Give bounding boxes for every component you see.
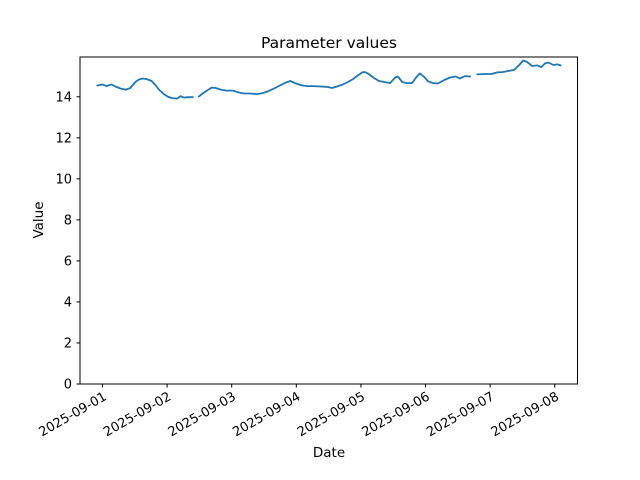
chart-title: Parameter values [261,34,397,52]
x-tick-label: 2025-09-01 [37,389,110,440]
x-tick-label: 2025-09-07 [424,389,497,440]
parameter-value-line [476,59,562,76]
y-tick-label: 8 [64,213,72,228]
x-tick-label: 2025-09-05 [295,389,368,440]
y-tick-label: 12 [55,131,72,146]
axes-spines [79,56,578,385]
y-tick-label: 10 [55,172,72,187]
y-tick-label: 6 [64,254,72,269]
x-tick-label: 2025-09-02 [101,389,174,440]
x-tick-label: 2025-09-04 [230,389,303,440]
y-tick-label: 4 [64,295,72,310]
parameter-value-line [96,77,194,100]
parameter-value-line [197,71,472,98]
x-tick-label: 2025-09-08 [489,389,562,440]
y-tick-label: 0 [64,378,72,393]
x-tick-label: 2025-09-06 [360,389,433,440]
y-tick-label: 2 [64,336,72,351]
x-axis-label: Date [312,445,346,461]
x-tick-label: 2025-09-03 [166,389,239,440]
y-tick-label: 14 [55,90,72,105]
